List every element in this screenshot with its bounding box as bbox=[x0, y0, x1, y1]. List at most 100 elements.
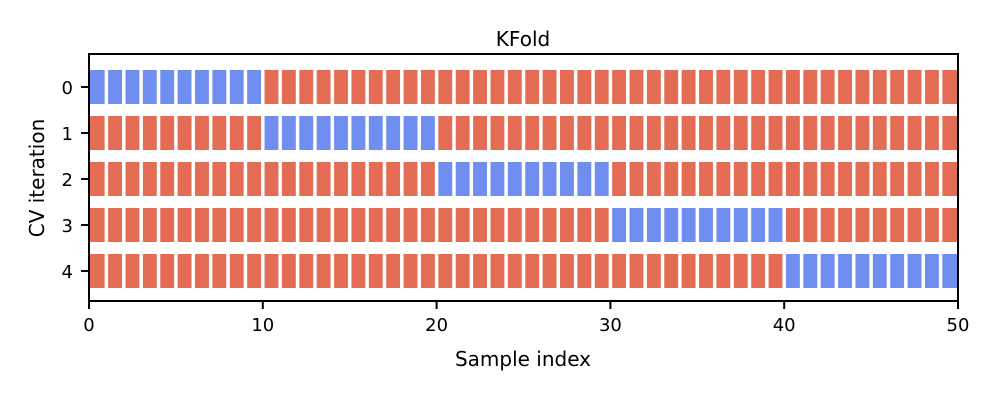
train-sample-mark bbox=[195, 162, 209, 196]
train-sample-mark bbox=[768, 116, 783, 150]
train-sample-mark bbox=[525, 254, 540, 288]
train-sample-mark bbox=[281, 254, 296, 288]
test-sample-mark bbox=[420, 116, 435, 150]
train-sample-mark bbox=[785, 162, 800, 196]
test-sample-mark bbox=[785, 254, 800, 288]
test-sample-mark bbox=[907, 254, 922, 288]
y-axis-label: CV iteration bbox=[25, 119, 49, 238]
train-sample-mark bbox=[403, 254, 418, 288]
train-sample-mark bbox=[785, 116, 800, 150]
train-sample-mark bbox=[264, 208, 279, 242]
test-sample-mark bbox=[612, 208, 627, 242]
train-sample-mark bbox=[507, 254, 522, 288]
train-sample-mark bbox=[160, 116, 175, 150]
test-sample-mark bbox=[838, 254, 852, 288]
y-axis: 0 1 2 3 4 bbox=[62, 78, 89, 283]
train-sample-mark bbox=[890, 70, 905, 104]
train-sample-mark bbox=[351, 70, 366, 104]
train-sample-mark bbox=[525, 208, 540, 242]
train-sample-mark bbox=[368, 254, 383, 288]
train-sample-mark bbox=[403, 162, 418, 196]
test-sample-mark bbox=[890, 254, 905, 288]
train-sample-mark bbox=[368, 208, 383, 242]
train-sample-mark bbox=[577, 254, 592, 288]
train-sample-mark bbox=[195, 116, 209, 150]
train-sample-mark bbox=[368, 162, 383, 196]
test-sample-mark bbox=[507, 162, 522, 196]
train-sample-mark bbox=[90, 254, 105, 288]
train-sample-mark bbox=[751, 116, 766, 150]
train-sample-mark bbox=[386, 162, 401, 196]
train-sample-mark bbox=[229, 116, 244, 150]
x-tick-label: 0 bbox=[83, 315, 94, 336]
train-sample-mark bbox=[872, 162, 887, 196]
train-sample-mark bbox=[664, 70, 679, 104]
train-sample-mark bbox=[473, 70, 487, 104]
train-sample-mark bbox=[281, 162, 296, 196]
test-sample-mark bbox=[490, 162, 505, 196]
train-sample-mark bbox=[195, 208, 209, 242]
train-sample-mark bbox=[229, 254, 244, 288]
train-sample-mark bbox=[281, 208, 296, 242]
train-sample-mark bbox=[125, 116, 140, 150]
train-sample-mark bbox=[90, 116, 105, 150]
train-sample-mark bbox=[542, 70, 557, 104]
train-sample-mark bbox=[316, 208, 331, 242]
plot-frame bbox=[88, 53, 959, 302]
train-sample-mark bbox=[785, 208, 800, 242]
train-sample-mark bbox=[438, 116, 453, 150]
train-sample-mark bbox=[629, 70, 644, 104]
test-sample-mark bbox=[212, 70, 227, 104]
train-sample-mark bbox=[560, 208, 574, 242]
train-sample-mark bbox=[733, 70, 748, 104]
train-sample-mark bbox=[316, 70, 331, 104]
train-sample-mark bbox=[942, 162, 957, 196]
test-sample-mark bbox=[924, 254, 939, 288]
train-sample-mark bbox=[177, 208, 192, 242]
train-sample-mark bbox=[924, 208, 939, 242]
test-sample-mark bbox=[368, 116, 383, 150]
test-sample-mark bbox=[90, 70, 105, 104]
train-sample-mark bbox=[646, 162, 661, 196]
train-sample-mark bbox=[490, 208, 505, 242]
test-sample-mark bbox=[125, 70, 140, 104]
train-sample-mark bbox=[664, 254, 679, 288]
test-sample-mark bbox=[229, 70, 244, 104]
test-sample-mark bbox=[247, 70, 262, 104]
test-sample-mark bbox=[177, 70, 192, 104]
train-sample-mark bbox=[751, 162, 766, 196]
train-sample-mark bbox=[177, 116, 192, 150]
test-sample-mark bbox=[542, 162, 557, 196]
train-sample-mark bbox=[90, 208, 105, 242]
train-sample-mark bbox=[733, 162, 748, 196]
train-sample-mark bbox=[212, 208, 227, 242]
train-sample-mark bbox=[334, 162, 348, 196]
train-sample-mark bbox=[507, 208, 522, 242]
train-sample-mark bbox=[681, 162, 696, 196]
train-sample-mark bbox=[907, 208, 922, 242]
train-sample-mark bbox=[820, 116, 835, 150]
train-sample-mark bbox=[438, 254, 453, 288]
train-sample-mark bbox=[681, 116, 696, 150]
train-sample-mark bbox=[229, 162, 244, 196]
train-sample-mark bbox=[629, 162, 644, 196]
train-sample-mark bbox=[577, 70, 592, 104]
train-sample-mark bbox=[229, 208, 244, 242]
train-sample-mark bbox=[942, 70, 957, 104]
x-tick-label: 30 bbox=[599, 315, 622, 336]
x-tick-label: 10 bbox=[251, 315, 274, 336]
train-sample-mark bbox=[525, 70, 540, 104]
train-sample-mark bbox=[768, 162, 783, 196]
train-sample-mark bbox=[386, 208, 401, 242]
train-sample-mark bbox=[177, 254, 192, 288]
chart-title: KFold bbox=[496, 27, 550, 51]
test-sample-mark bbox=[351, 116, 366, 150]
test-sample-mark bbox=[664, 208, 679, 242]
train-sample-mark bbox=[785, 70, 800, 104]
train-sample-mark bbox=[890, 116, 905, 150]
train-sample-mark bbox=[872, 208, 887, 242]
train-sample-mark bbox=[820, 70, 835, 104]
train-sample-mark bbox=[542, 254, 557, 288]
train-sample-mark bbox=[334, 70, 348, 104]
